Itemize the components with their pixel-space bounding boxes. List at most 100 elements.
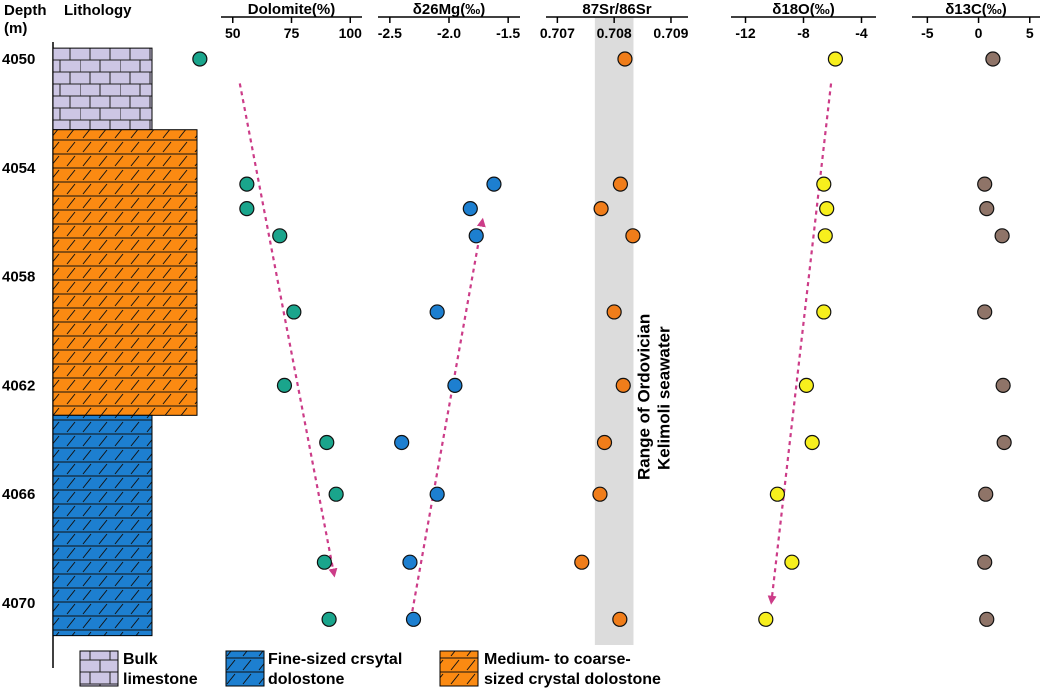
data-point	[447, 377, 463, 393]
x-tick-label: 50	[225, 25, 241, 41]
x-tick-label: 100	[339, 25, 363, 41]
legend-fine-line2: dolostone	[268, 671, 345, 688]
data-point	[625, 228, 641, 244]
legend-swatch-limestone	[79, 650, 119, 687]
band-label-line2: Kelimoli seawater	[654, 326, 673, 470]
panel-title: δ18O(‰)	[772, 1, 834, 18]
data-point	[615, 377, 631, 393]
data-point	[286, 304, 302, 320]
legend-swatch-coarse-dolostone	[439, 650, 479, 687]
data-point	[328, 486, 344, 502]
legend-coarse-line2: sized crystal dolostone	[484, 671, 661, 688]
legend-limestone-line2: limestone	[123, 671, 198, 688]
data-point	[394, 434, 410, 451]
data-point	[816, 304, 832, 320]
data-point	[276, 377, 293, 393]
x-tick-label: -5	[921, 25, 934, 41]
depth-tick-label: 4050	[2, 51, 35, 68]
trend-arrow	[238, 83, 338, 578]
data-point	[606, 304, 622, 320]
depth-tick-label: 4070	[2, 595, 35, 612]
x-tick-label: 5	[1026, 25, 1034, 41]
panel-title: 87Sr/86Sr	[582, 1, 651, 18]
data-point	[979, 611, 995, 627]
depth-header: Depth	[4, 2, 47, 19]
depth-tick-label: 4058	[2, 269, 35, 286]
x-tick-label: -8	[797, 25, 810, 41]
x-tick-label: -4	[855, 25, 868, 41]
legend-swatch-fine-dolostone	[225, 650, 265, 687]
panel-title: Dolomite(%)	[248, 1, 336, 18]
depth-tick-label: 4062	[2, 377, 35, 394]
x-tick-label: 75	[284, 25, 300, 41]
x-tick-label: 0	[975, 25, 983, 41]
data-point	[978, 486, 994, 502]
x-tick-label: -1.5	[496, 25, 520, 41]
data-point	[429, 486, 445, 502]
x-tick-label: 0.708	[597, 25, 632, 41]
data-point	[192, 51, 208, 67]
data-point	[827, 51, 844, 67]
data-point	[817, 228, 833, 244]
data-point	[798, 377, 815, 393]
data-point	[977, 304, 993, 320]
lithology-column	[52, 47, 198, 637]
data-point	[977, 554, 993, 570]
data-point	[769, 486, 786, 502]
lithology-unit-coarse-dolostone	[52, 129, 198, 416]
x-tick-label: 0.707	[540, 25, 575, 41]
data-point	[977, 176, 993, 192]
x-tick-label: -12	[735, 25, 755, 41]
data-point	[617, 51, 633, 67]
panel-5: -5 0 5 δ13C(‰)	[912, 1, 1040, 627]
panel-3: Range of Ordovician Kelimoli seawater 0.70…	[540, 1, 689, 645]
lithology-unit-limestone	[52, 47, 153, 131]
x-tick-label: -2.5	[378, 25, 402, 41]
data-point	[593, 201, 609, 217]
data-point	[758, 611, 774, 627]
data-point	[486, 176, 502, 192]
trend-arrow	[411, 217, 486, 612]
data-point	[316, 554, 332, 570]
data-point	[819, 201, 835, 217]
data-point	[804, 434, 820, 451]
x-tick-label: 0.709	[653, 25, 688, 41]
legend-limestone-line1: Bulk	[123, 651, 158, 668]
data-point	[994, 228, 1010, 244]
legend-coarse-line1: Medium- to coarse-	[484, 651, 631, 668]
trend-arrow	[767, 83, 833, 605]
lithology-header: Lithology	[64, 2, 132, 19]
data-point	[321, 611, 337, 627]
data-point	[468, 228, 484, 244]
data-point	[402, 554, 418, 570]
data-point	[784, 554, 800, 570]
data-point	[574, 554, 590, 570]
data-point	[239, 176, 255, 192]
lithology-unit-fine-dolostone	[52, 414, 153, 637]
x-tick-label: -2.0	[437, 25, 461, 41]
data-point	[462, 201, 478, 217]
depth-tick-label: 4054	[2, 160, 36, 177]
depth-tick-label: 4066	[2, 486, 35, 503]
depth-unit: (m)	[4, 20, 27, 37]
data-point	[272, 228, 288, 244]
data-point	[429, 304, 445, 320]
data-point	[985, 51, 1001, 67]
panel-title: δ13C(‰)	[945, 1, 1007, 18]
data-point	[995, 377, 1011, 393]
band-label-line1: Range of Ordovician	[634, 314, 653, 480]
data-point	[405, 611, 422, 627]
data-point	[596, 434, 613, 451]
data-point	[816, 176, 832, 192]
seawater-range-band	[594, 17, 634, 645]
legend-fine-line1: Fine-sized crsytal	[268, 651, 402, 668]
data-point	[996, 434, 1012, 451]
data-point	[319, 434, 335, 451]
panel-2: -2.5 -2.0 -1.5 δ26Mg(‰)	[378, 1, 520, 627]
data-point	[612, 176, 629, 192]
panel-4: -12 -8 -4 δ18O(‰)	[731, 1, 876, 627]
data-point	[612, 611, 628, 627]
